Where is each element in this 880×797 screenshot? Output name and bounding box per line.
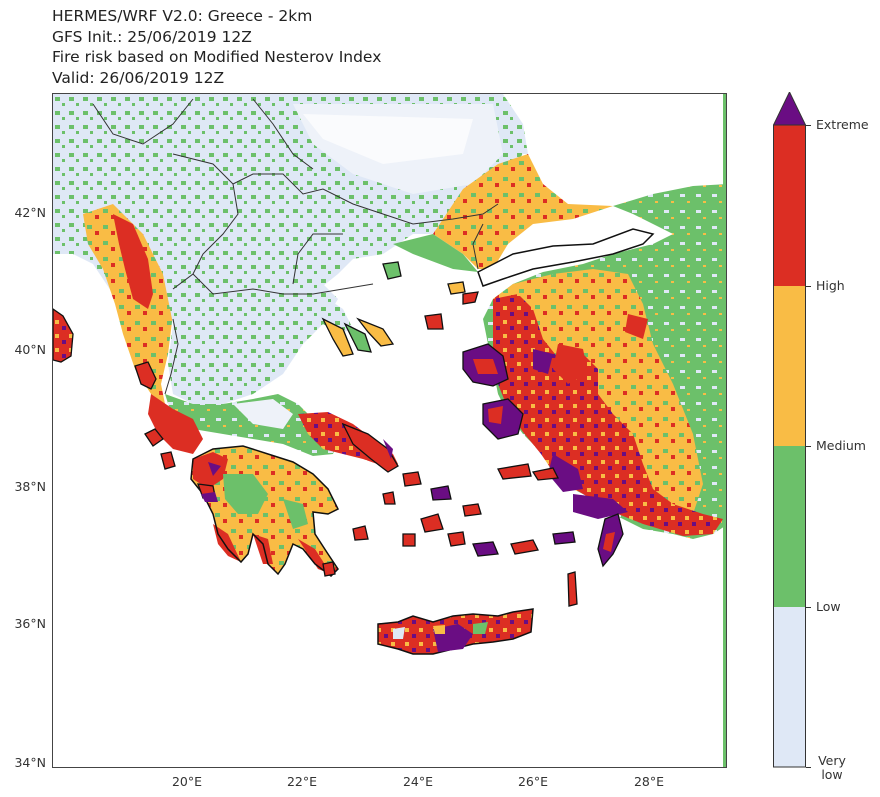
y-tick-38n: 38°N bbox=[14, 479, 46, 494]
aegean-islands bbox=[322, 261, 624, 607]
colorbar-tick-extreme bbox=[806, 125, 811, 126]
title-init: GFS Init.: 25/06/2019 12Z bbox=[52, 27, 252, 46]
y-tick-40n: 40°N bbox=[14, 342, 46, 357]
colorbar-tick-verylow bbox=[806, 767, 811, 768]
title-valid: Valid: 26/06/2019 12Z bbox=[52, 68, 225, 87]
peloponnese bbox=[190, 445, 340, 577]
colorbar-high-band bbox=[773, 125, 806, 286]
y-tick-36n: 36°N bbox=[14, 616, 46, 631]
x-tick-24e: 24°E bbox=[402, 774, 434, 789]
x-tick-26e: 26°E bbox=[517, 774, 549, 789]
colorbar-medium-band bbox=[773, 286, 806, 446]
greece-mainland bbox=[83, 204, 399, 473]
x-tick-28e: 28°E bbox=[633, 774, 665, 789]
ionian-islands bbox=[134, 361, 218, 502]
sea-of-marmara bbox=[477, 228, 655, 287]
colorbar-label-high: High bbox=[816, 278, 845, 293]
colorbar-tick-high bbox=[806, 286, 811, 287]
x-tick-20e: 20°E bbox=[171, 774, 203, 789]
anatolia-land bbox=[483, 94, 726, 767]
colorbar-label-verylow: Very low bbox=[816, 754, 848, 782]
crete bbox=[377, 608, 534, 655]
map-plot-area bbox=[52, 93, 727, 768]
country-borders bbox=[92, 98, 499, 395]
colorbar-low-band bbox=[773, 446, 806, 607]
x-tick-22e: 22°E bbox=[286, 774, 318, 789]
fire-risk-map bbox=[53, 94, 726, 767]
colorbar-label-verylow-line1: Very bbox=[818, 753, 846, 768]
colorbar-label-verylow-line2: low bbox=[821, 767, 843, 782]
title-model: HERMES/WRF V2.0: Greece - 2km bbox=[52, 7, 313, 25]
colorbar-verylow-band bbox=[773, 607, 806, 767]
balkans-north-land bbox=[53, 94, 726, 319]
italy-apulia bbox=[53, 308, 74, 363]
y-tick-42n: 42°N bbox=[14, 205, 46, 220]
colorbar-label-low: Low bbox=[816, 599, 841, 614]
colorbar-tick-medium bbox=[806, 446, 811, 447]
colorbar-label-extreme: Extreme bbox=[816, 117, 869, 132]
map-title-block: HERMES/WRF V2.0: Greece - 2km GFS Init.:… bbox=[52, 6, 381, 88]
colorbar-label-medium: Medium bbox=[816, 438, 866, 453]
colorbar bbox=[772, 90, 807, 768]
y-tick-34n: 34°N bbox=[14, 755, 46, 770]
colorbar-tick-low bbox=[806, 607, 811, 608]
colorbar-extreme-triangle bbox=[772, 90, 807, 126]
title-variable: Fire risk based on Modified Nesterov Ind… bbox=[52, 48, 382, 66]
eastern-thrace bbox=[393, 154, 613, 272]
